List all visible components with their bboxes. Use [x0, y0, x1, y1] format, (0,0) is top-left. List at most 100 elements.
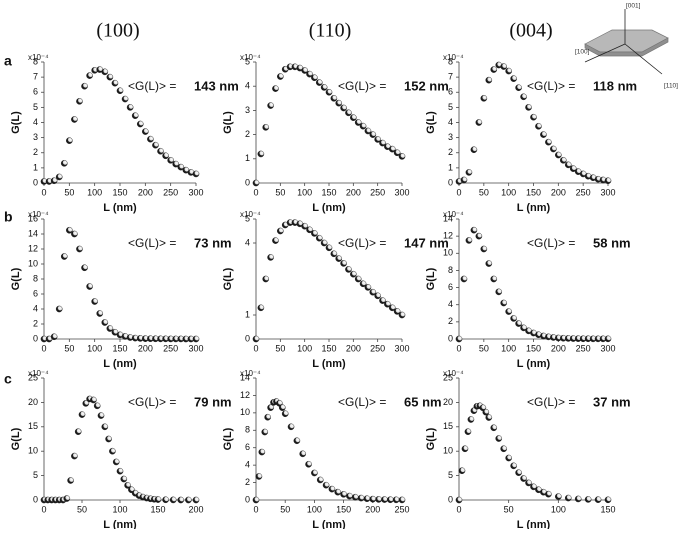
data-point [112, 458, 120, 466]
data-point [398, 496, 406, 504]
data-point [299, 450, 307, 458]
annotation-value: 37 nm [593, 394, 631, 409]
x-tick-label: 100 [551, 504, 566, 514]
y-tick-label: 25 [28, 372, 38, 382]
data-point [142, 128, 149, 135]
x-tick-label: 200 [551, 187, 566, 197]
data-point [255, 473, 263, 480]
x-tick-label: 250 [163, 187, 178, 197]
y-tick-label: 0 [448, 494, 453, 504]
x-tick-label: 0 [456, 504, 461, 514]
data-point [252, 335, 260, 343]
data-point [328, 485, 336, 493]
data-point [393, 308, 401, 315]
data-point [320, 84, 328, 91]
data-point [91, 298, 98, 305]
data-point [66, 226, 73, 234]
data-point [375, 496, 382, 503]
data-point [584, 496, 592, 503]
data-point [278, 404, 286, 411]
annotation-value: 79 nm [194, 394, 232, 409]
data-point [340, 104, 347, 112]
data-point [359, 280, 367, 288]
data-point [345, 266, 352, 273]
data-point [594, 496, 602, 503]
data-point [50, 333, 58, 341]
data-point [505, 454, 512, 462]
data-point [120, 475, 128, 483]
data-point [262, 124, 270, 131]
y-axis-label: G(L) [222, 111, 234, 134]
data-point [177, 496, 185, 504]
data-point [306, 70, 313, 78]
y-tick-label: 0 [245, 177, 250, 187]
data-point [101, 68, 109, 76]
data-point [460, 275, 468, 283]
data-point [510, 462, 517, 470]
data-point [97, 412, 105, 419]
x-tick-label: 300 [394, 187, 409, 197]
x-tick-label: 0 [253, 187, 258, 197]
annotation-label: <G(L)> = [338, 236, 386, 250]
y-tick-label: 0 [448, 333, 453, 343]
y-tick-label: 4 [245, 460, 250, 470]
data-point [525, 479, 532, 487]
y-axis-label: G(L) [425, 267, 437, 290]
y-tick-label: 12 [28, 243, 38, 253]
x-tick-label: 100 [87, 187, 102, 197]
y-scale-label: x10⁻⁴ [443, 369, 464, 378]
y-tick-label: 15 [28, 421, 38, 431]
y-scale-label: x10⁻⁴ [240, 210, 261, 219]
y-tick-label: 2 [245, 477, 250, 487]
data-point [109, 447, 116, 455]
data-point [177, 163, 185, 171]
data-point [267, 102, 274, 109]
data-point [480, 95, 488, 102]
x-tick-label: 0 [41, 187, 46, 197]
data-point [392, 496, 400, 504]
data-point [535, 122, 542, 130]
x-tick-label: 0 [41, 343, 46, 353]
data-point [520, 93, 527, 101]
data-point [124, 482, 131, 489]
data-point [485, 76, 493, 84]
data-point [464, 428, 472, 435]
y-axis-label: G(L) [222, 267, 234, 290]
annotation-value: 118 nm [593, 78, 637, 93]
data-point [398, 153, 406, 160]
data-point [81, 82, 88, 90]
data-point [379, 139, 386, 147]
x-tick-label: 100 [307, 504, 322, 514]
data-point [252, 496, 260, 504]
data-point [86, 283, 93, 290]
x-tick-label: 250 [576, 343, 591, 353]
data-point [350, 270, 357, 278]
data-point [369, 288, 377, 296]
data-point [281, 410, 289, 418]
data-point [465, 169, 473, 176]
x-tick-label: 300 [600, 343, 615, 353]
panel: 0 2 4 6 8 10 12 14 0 50 100 150 200 250 x10⁻⁴ L (nm) G(L… [222, 369, 442, 531]
x-axis-label: L (nm) [312, 202, 346, 214]
data-point [162, 152, 169, 160]
x-tick-label: 100 [297, 343, 312, 353]
data-point [330, 250, 338, 258]
data-point [55, 305, 63, 313]
inset-label: [001] [626, 3, 641, 10]
y-tick-label: 6 [33, 288, 38, 298]
data-point [560, 157, 567, 164]
data-point [346, 492, 353, 500]
data-point [485, 414, 493, 421]
x-tick-label: 50 [479, 187, 489, 197]
crystal-inset: [001] [100] [110] [575, 3, 678, 90]
x-tick-label: 250 [576, 187, 591, 197]
crystal-side [584, 37, 669, 57]
data-point [106, 325, 114, 332]
x-tick-label: 150 [112, 187, 127, 197]
data-point [505, 308, 512, 315]
data-point [569, 165, 577, 172]
y-tick-label: 5 [245, 213, 250, 223]
axis-arrow [624, 43, 663, 75]
data-point [354, 275, 362, 283]
